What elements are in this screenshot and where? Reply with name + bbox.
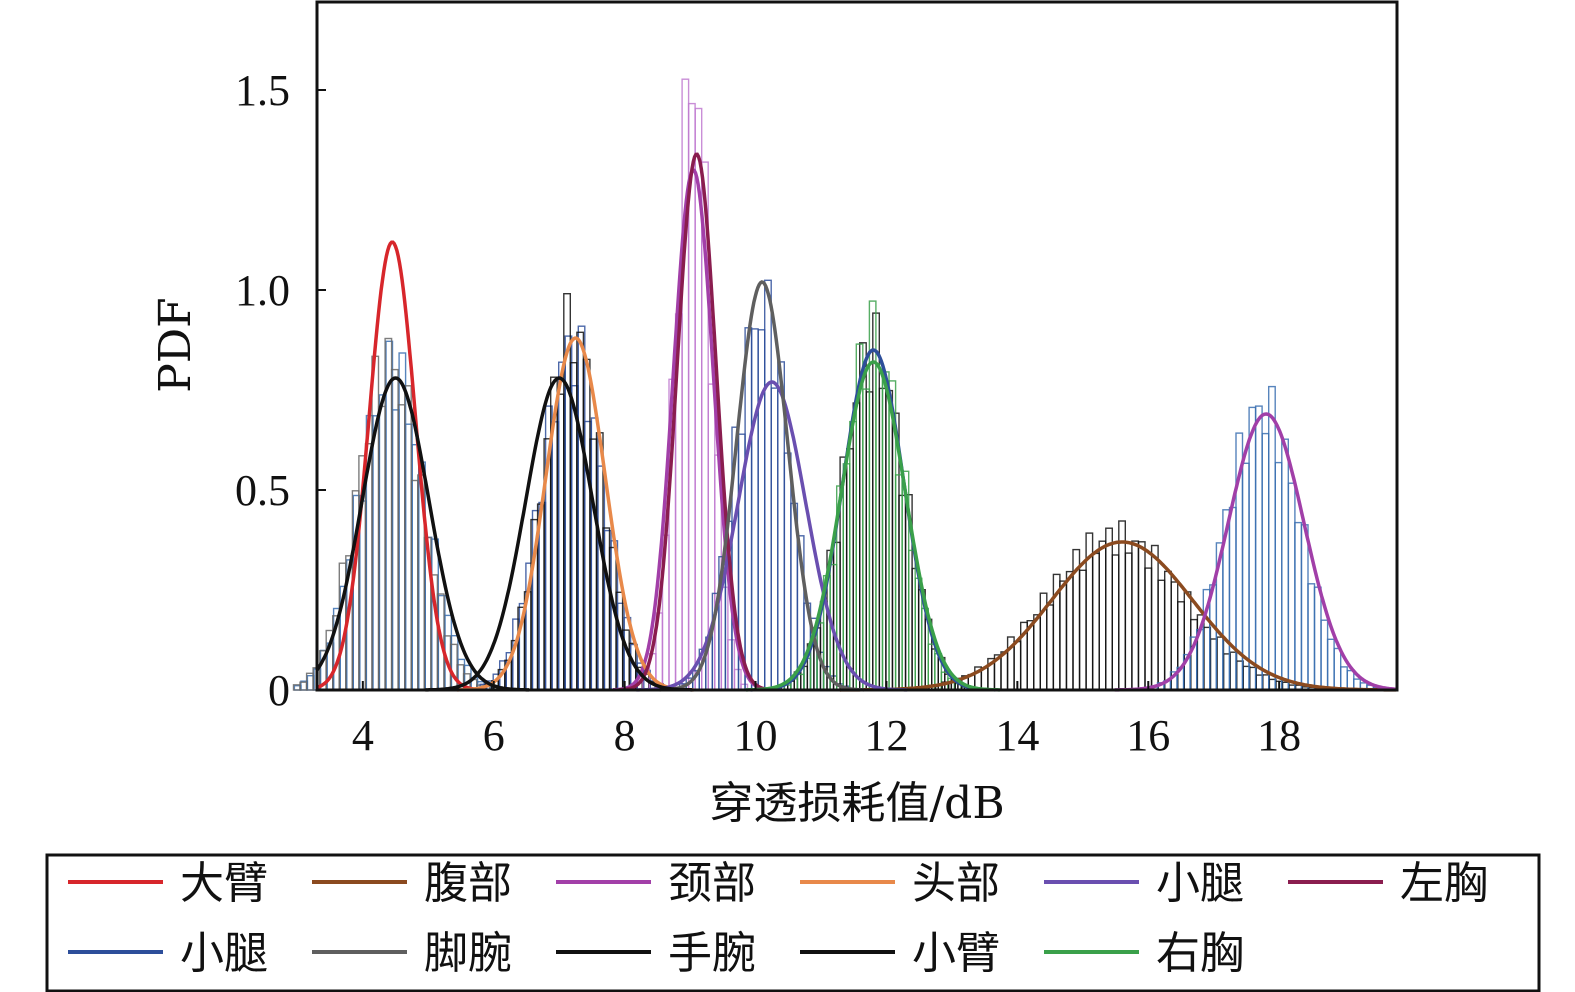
fit-curve bbox=[839, 540, 1397, 692]
histogram-bar bbox=[1274, 461, 1283, 691]
histogram-bar bbox=[1326, 638, 1335, 691]
y-tick-label: 1.5 bbox=[235, 66, 290, 115]
legend-label: 小臂 bbox=[912, 928, 1000, 979]
y-tick-label: 0 bbox=[268, 666, 290, 715]
histogram-bar bbox=[1046, 604, 1055, 691]
histogram-bar bbox=[733, 668, 742, 691]
x-tick-label: 18 bbox=[1257, 711, 1301, 760]
plot-frame bbox=[315, 0, 1399, 692]
legend-label: 腹部 bbox=[424, 858, 512, 909]
histogram-bar bbox=[1346, 669, 1355, 691]
histogram-bar bbox=[1320, 619, 1329, 691]
histogram-bar bbox=[1300, 524, 1309, 691]
histogram-bar bbox=[720, 586, 729, 691]
histogram-bar bbox=[980, 667, 989, 691]
histogram-bar bbox=[1078, 569, 1087, 691]
histogram-bar bbox=[1098, 540, 1107, 691]
histogram-bar bbox=[750, 328, 759, 691]
histogram-bar bbox=[1000, 651, 1009, 691]
fit-curve bbox=[659, 280, 865, 692]
y-tick-label: 1.0 bbox=[235, 266, 290, 315]
legend-label: 脚腕 bbox=[424, 928, 512, 979]
x-tick-label: 6 bbox=[483, 711, 505, 760]
histogram-bar bbox=[783, 452, 792, 691]
histogram-bar bbox=[1150, 544, 1159, 691]
histogram-bar bbox=[1131, 540, 1140, 691]
histogram-bar bbox=[1157, 579, 1166, 691]
histogram-bar bbox=[1065, 570, 1074, 691]
histogram-bar bbox=[727, 639, 736, 691]
histogram-bar bbox=[764, 279, 772, 691]
histogram-bar bbox=[1105, 527, 1114, 691]
histogram-bar bbox=[1118, 520, 1127, 691]
histogram-bar bbox=[1033, 614, 1042, 691]
histogram-bar bbox=[1307, 583, 1316, 691]
histogram-bar bbox=[1267, 385, 1276, 691]
histogram-bar bbox=[1059, 580, 1068, 691]
x-tick-label: 16 bbox=[1126, 711, 1170, 760]
histogram-bar bbox=[1111, 554, 1120, 691]
fit-curve bbox=[746, 360, 1000, 692]
legend-label: 颈部 bbox=[668, 858, 756, 909]
fit-curve bbox=[456, 336, 694, 692]
histogram-bar bbox=[770, 387, 779, 691]
y-axis-label: PDF bbox=[150, 297, 201, 392]
histogram-bar bbox=[1333, 647, 1342, 691]
legend-label: 小腿 bbox=[1156, 858, 1244, 909]
y-axis-ticks: 0 0.5 1.0 1.5 bbox=[235, 66, 326, 715]
histogram-bar bbox=[1124, 552, 1133, 691]
histogram-bar bbox=[744, 327, 753, 691]
histogram-bar bbox=[1254, 405, 1263, 691]
legend-label: 小腿 bbox=[180, 928, 268, 979]
legend-label: 左胸 bbox=[1400, 858, 1488, 909]
fit-curve bbox=[636, 380, 908, 692]
histogram-bar bbox=[1261, 432, 1270, 691]
histogram-bar bbox=[681, 78, 690, 691]
histogram-bars bbox=[292, 78, 1381, 691]
histogram-bar bbox=[757, 329, 766, 691]
fit-curve bbox=[316, 240, 485, 692]
x-axis-label: 穿透损耗值/dB bbox=[709, 778, 1004, 829]
x-axis-ticks: 4 6 8 10 12 14 16 18 bbox=[352, 681, 1301, 760]
fit-curves bbox=[315, 152, 1397, 692]
fit-curve bbox=[1114, 412, 1397, 692]
x-tick-label: 8 bbox=[614, 711, 636, 760]
fit-curve bbox=[613, 168, 773, 692]
histogram-bar bbox=[1248, 406, 1257, 691]
histogram-bar bbox=[1144, 567, 1153, 691]
y-tick-label: 0.5 bbox=[235, 466, 290, 515]
fit-curve bbox=[618, 152, 775, 692]
histogram-bar bbox=[1281, 438, 1290, 691]
legend-label: 大臂 bbox=[180, 858, 268, 909]
histogram-bar bbox=[1294, 521, 1303, 691]
histogram-bar bbox=[1313, 586, 1322, 691]
x-tick-label: 4 bbox=[352, 711, 374, 760]
x-tick-label: 14 bbox=[995, 711, 1039, 760]
histogram-bar bbox=[1287, 482, 1296, 691]
legend-label: 手腕 bbox=[668, 928, 756, 979]
histogram-bar bbox=[1339, 666, 1348, 691]
x-tick-label: 10 bbox=[734, 711, 778, 760]
legend-label: 右胸 bbox=[1156, 928, 1244, 979]
legend-box bbox=[45, 853, 1541, 992]
fit-curve bbox=[425, 376, 693, 692]
histogram-bar bbox=[1137, 541, 1146, 691]
x-tick-label: 12 bbox=[864, 711, 908, 760]
fit-curve bbox=[315, 376, 530, 692]
histogram-bar bbox=[1091, 552, 1100, 691]
legend-label: 头部 bbox=[912, 858, 1000, 909]
